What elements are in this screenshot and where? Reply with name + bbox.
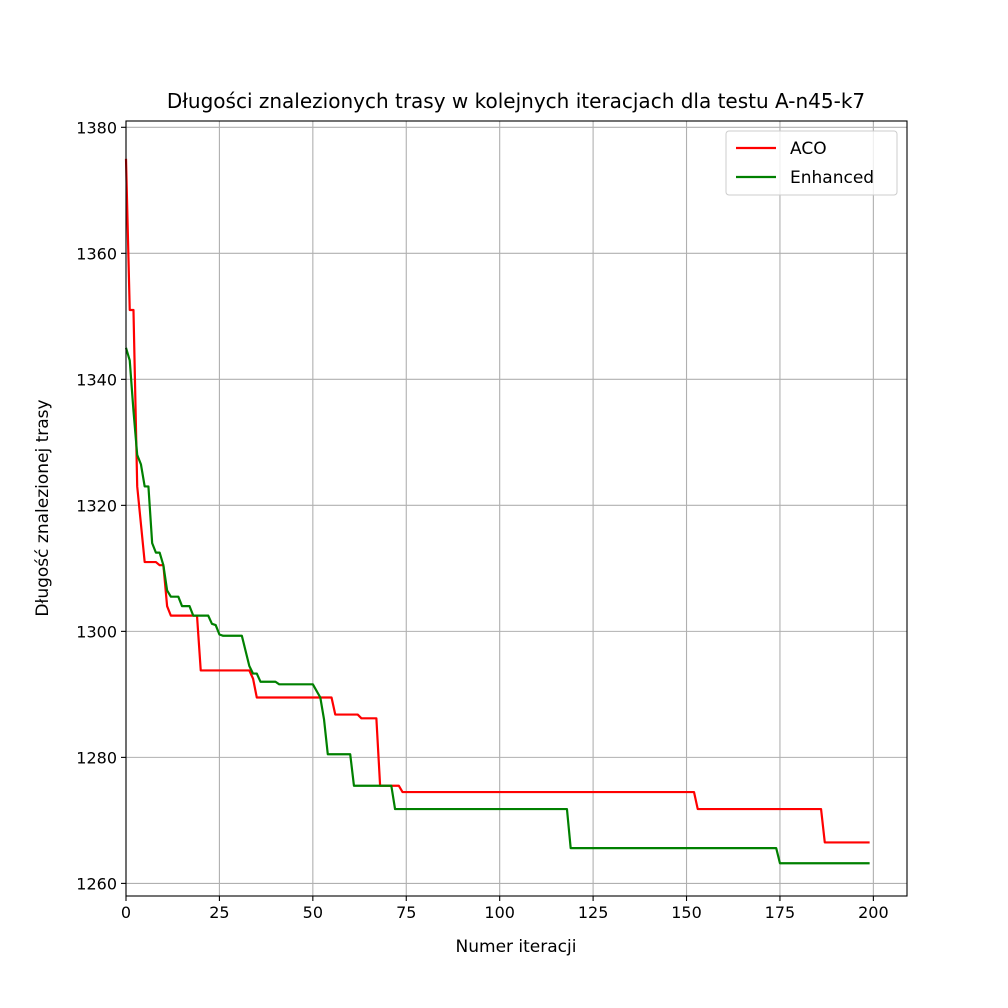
x-tick-label: 75 — [396, 903, 416, 922]
x-tick-label: 200 — [858, 903, 889, 922]
x-tick-label: 0 — [121, 903, 131, 922]
series-lines — [124, 158, 870, 865]
x-tick-label: 175 — [765, 903, 796, 922]
legend-label-aco: ACO — [790, 139, 827, 159]
legend: ACO Enhanced — [725, 130, 898, 196]
x-tick-label: 150 — [671, 903, 702, 922]
chart-title: Długości znalezionych trasy w kolejnych … — [167, 89, 865, 113]
y-axis-label: Długość znalezionej trasy — [33, 399, 53, 616]
x-tick-label: 125 — [578, 903, 609, 922]
x-tick-label: 25 — [209, 903, 229, 922]
x-axis-ticks: 0 25 50 75 100 125 150 175 200 — [121, 896, 889, 922]
x-tick-label: 100 — [484, 903, 515, 922]
y-tick-label: 1360 — [76, 244, 117, 263]
series-line-enhanced — [124, 347, 870, 865]
y-tick-label: 1340 — [76, 370, 117, 389]
x-tick-label: 50 — [303, 903, 323, 922]
series-line-aco — [124, 158, 870, 844]
y-tick-label: 1260 — [76, 874, 117, 893]
legend-label-enhanced: Enhanced — [790, 168, 874, 188]
x-axis-label: Numer iteracji — [456, 937, 577, 957]
grid-lines — [125, 121, 907, 896]
y-tick-label: 1300 — [76, 622, 117, 641]
y-tick-label: 1320 — [76, 496, 117, 515]
y-tick-label: 1380 — [76, 118, 117, 137]
plot-frame — [125, 120, 908, 897]
y-tick-label: 1280 — [76, 748, 117, 767]
y-axis-ticks: 1260 1280 1300 1320 1340 1360 1380 — [76, 118, 126, 893]
